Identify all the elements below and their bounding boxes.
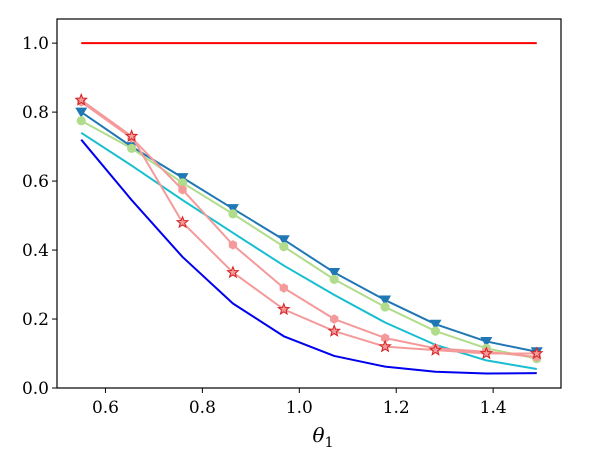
data-point-star bbox=[327, 323, 341, 337]
series-line-6 bbox=[80, 99, 537, 355]
data-point-star bbox=[529, 346, 544, 360]
data-point-circle bbox=[430, 326, 441, 336]
x-tick-label: 1.2 bbox=[383, 398, 410, 418]
y-tick-label: 0.0 bbox=[22, 379, 49, 399]
data-point-hexagon bbox=[178, 184, 187, 195]
data-point-star bbox=[74, 92, 89, 106]
data-point-hexagon bbox=[228, 240, 238, 250]
data-point-hexagon bbox=[279, 283, 288, 293]
data-point-triangle bbox=[379, 295, 392, 306]
data-point-star bbox=[124, 129, 139, 143]
axes-layer: 0.6 0.8 1.0 1.2 1.4 0.0 0.2 0.4 0.6 0.8 1.0 bbox=[22, 34, 507, 418]
data-point-hexagon bbox=[330, 314, 339, 324]
data-point-triangle bbox=[277, 235, 290, 246]
series-line-4 bbox=[80, 139, 537, 375]
y-tick-label: 0.4 bbox=[22, 241, 49, 261]
data-point-star bbox=[226, 265, 240, 279]
x-tick-label: 0.6 bbox=[92, 398, 119, 418]
y-tick-label: 0.2 bbox=[22, 310, 49, 330]
data-point-triangle bbox=[328, 267, 341, 279]
x-tick-label: 1.0 bbox=[286, 398, 313, 418]
data-point-triangle bbox=[429, 319, 442, 330]
x-axis-label-main: θ bbox=[313, 423, 325, 447]
x-tick-label: 0.8 bbox=[189, 398, 216, 418]
data-point-star bbox=[479, 346, 494, 360]
data-point-circle bbox=[329, 274, 339, 284]
data-point-star bbox=[277, 302, 291, 316]
data-point-circle bbox=[228, 209, 238, 219]
plot-frame bbox=[56, 18, 562, 389]
data-point-circle bbox=[380, 302, 390, 312]
data-point-star bbox=[378, 339, 392, 353]
x-tick-label: 1.4 bbox=[480, 398, 507, 418]
data-point-star bbox=[175, 215, 190, 229]
series-5 bbox=[77, 96, 541, 362]
data-point-circle bbox=[279, 242, 289, 252]
data-point-circle bbox=[76, 116, 86, 126]
data-point-triangle bbox=[480, 336, 493, 348]
data-point-hexagon bbox=[380, 333, 390, 343]
series-line-5 bbox=[80, 100, 537, 358]
data-point-star bbox=[428, 342, 443, 356]
x-axis-label-subscript: 1 bbox=[325, 435, 334, 449]
series-4 bbox=[80, 139, 537, 375]
series-layer bbox=[74, 42, 544, 375]
y-tick-label: 0.8 bbox=[22, 103, 49, 123]
x-axis-label: θ1 bbox=[313, 423, 334, 449]
series-line-2 bbox=[80, 119, 537, 360]
data-point-circle bbox=[127, 143, 137, 153]
y-tick-label: 0.6 bbox=[22, 172, 49, 192]
data-point-circle bbox=[177, 178, 188, 188]
series-6 bbox=[74, 92, 544, 360]
series-line-1 bbox=[80, 111, 537, 353]
y-tick-label: 1.0 bbox=[22, 34, 49, 54]
data-point-triangle bbox=[75, 107, 88, 118]
